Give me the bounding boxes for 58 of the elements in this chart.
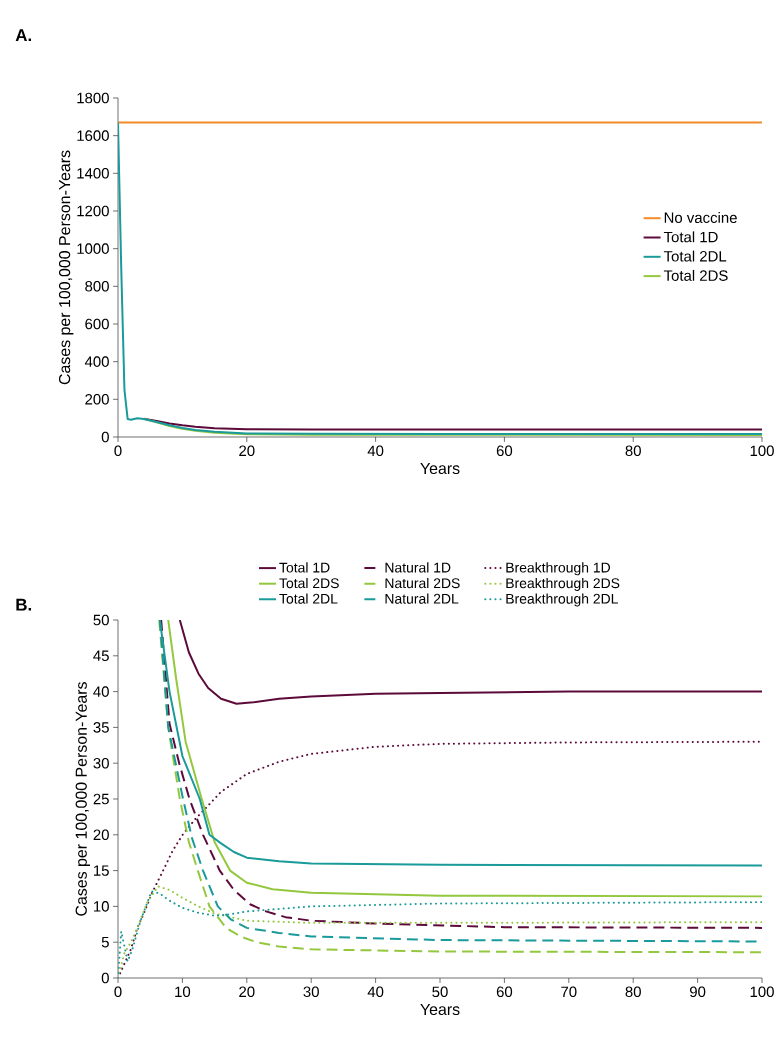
line-series xyxy=(178,620,763,705)
legend-label: Breakthrough 1D xyxy=(506,562,610,576)
y-tick-label: 10 xyxy=(94,901,109,912)
y-tick-label: 25 xyxy=(93,793,109,805)
y-tick-label: 600 xyxy=(85,318,109,330)
y-tick-label: 1400 xyxy=(77,168,109,179)
x-tick-label: 20 xyxy=(239,986,255,998)
y-tick-label: 1200 xyxy=(77,205,109,217)
y-axis-title: Cases per 100,000 Person-Years xyxy=(58,150,74,385)
y-tick-label: 0 xyxy=(101,972,109,984)
legend-label: Breakthrough 2DS xyxy=(506,577,620,591)
y-tick-label: 800 xyxy=(85,281,109,292)
x-tick-label: 60 xyxy=(496,986,513,998)
y-tick-label: 1000 xyxy=(77,243,109,254)
y-tick-label: 30 xyxy=(93,757,109,769)
x-tick-label: 50 xyxy=(432,986,448,998)
legend-label: Total 1D xyxy=(663,231,718,243)
x-tick-label: 10 xyxy=(175,986,191,998)
x-axis-title: Years xyxy=(420,462,460,475)
x-tick-label: 20 xyxy=(239,445,255,457)
x-tick-label: 40 xyxy=(367,445,384,457)
y-tick-label: 40 xyxy=(93,686,109,697)
y-tick-label: 50 xyxy=(93,614,109,626)
x-tick-label: 30 xyxy=(303,986,319,998)
y-tick-label: 1800 xyxy=(77,92,109,104)
y-tick-label: 20 xyxy=(93,829,109,841)
legend-label: Natural 2DS xyxy=(385,577,460,589)
y-tick-label: 45 xyxy=(93,650,109,662)
y-tick-label: 15 xyxy=(94,865,109,876)
legend-label: Natural 2DL xyxy=(385,593,459,604)
y-tick-label: 5 xyxy=(101,936,109,948)
y-axis-title: Cases per 100,000 Person-Years xyxy=(75,682,91,916)
y-tick-label: 200 xyxy=(85,394,109,405)
x-tick-label: 90 xyxy=(690,986,706,998)
x-tick-label: 40 xyxy=(367,986,384,998)
x-tick-label: 100 xyxy=(750,986,774,998)
y-tick-label: 0 xyxy=(101,431,109,443)
legend-label: Total 2DS xyxy=(279,577,339,589)
legend-label: Total 2DL xyxy=(279,593,338,604)
x-tick-label: 0 xyxy=(114,986,122,998)
x-tick-label: 80 xyxy=(625,986,641,998)
x-tick-label: 70 xyxy=(561,986,577,998)
y-tick-label: 35 xyxy=(93,722,109,733)
legend-label: Breakthrough 2DL xyxy=(506,593,618,607)
chart-title: A. xyxy=(15,29,32,42)
legend-label: Total 1D xyxy=(279,562,330,573)
y-tick-label: 400 xyxy=(84,356,109,367)
x-tick-label: 0 xyxy=(114,445,122,457)
legend-label: Total 2DL xyxy=(663,250,727,262)
x-tick-label: 80 xyxy=(625,445,641,457)
legend-label: No vaccine xyxy=(664,212,737,224)
legend-label: Natural 1D xyxy=(385,562,451,573)
x-axis-title: Years xyxy=(420,1003,460,1016)
chart-title: B. xyxy=(16,598,32,611)
y-tick-label: 1600 xyxy=(77,130,109,141)
legend-label: Total 2DS xyxy=(663,269,728,281)
x-tick-label: 60 xyxy=(496,445,513,457)
x-tick-label: 100 xyxy=(750,445,774,457)
